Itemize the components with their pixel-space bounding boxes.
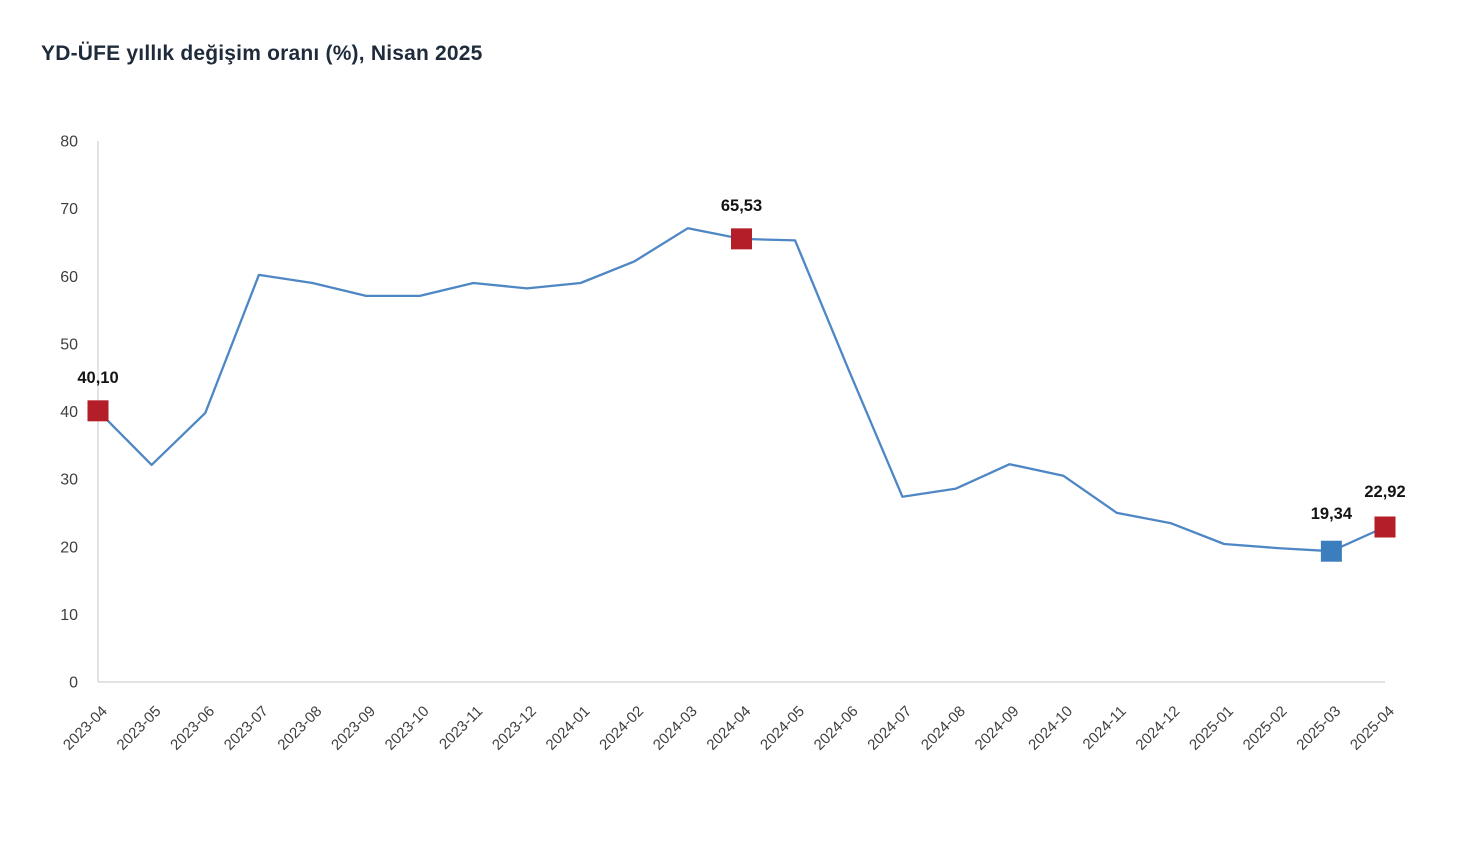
x-tick-label: 2023-12 [489, 703, 540, 754]
data-point-label: 22,92 [1364, 483, 1405, 501]
data-point-marker [87, 400, 109, 422]
x-tick-label: 2023-08 [274, 703, 325, 754]
x-tick-label: 2024-10 [1025, 703, 1076, 754]
x-tick-label: 2024-06 [811, 703, 862, 754]
y-tick-label: 20 [60, 539, 78, 556]
x-tick-label: 2025-03 [1293, 703, 1344, 754]
x-tick-label: 2023-04 [60, 703, 111, 754]
data-point-label: 19,34 [1311, 505, 1353, 523]
x-tick-label: 2023-09 [328, 703, 379, 754]
data-point-marker [731, 228, 752, 250]
x-tick-label: 2024-12 [1132, 703, 1183, 754]
y-tick-label: 10 [60, 607, 78, 624]
y-tick-label: 0 [69, 675, 78, 692]
x-tick-label: 2024-04 [703, 703, 754, 754]
x-tick-label: 2025-04 [1347, 703, 1398, 754]
y-tick-label: 60 [60, 269, 78, 286]
data-point-label: 40,10 [77, 369, 118, 387]
x-tick-label: 2024-01 [542, 703, 593, 754]
x-tick-label: 2023-05 [113, 703, 164, 754]
y-tick-label: 70 [60, 201, 78, 218]
x-tick-label: 2024-05 [757, 703, 808, 754]
x-tick-label: 2023-06 [167, 703, 218, 754]
data-point-marker [1374, 516, 1396, 538]
x-tick-label: 2023-10 [382, 703, 433, 754]
x-tick-label: 2024-03 [650, 703, 701, 754]
y-tick-label: 30 [60, 472, 78, 489]
x-tick-label: 2024-07 [864, 703, 915, 754]
x-tick-label: 2024-09 [971, 703, 1022, 754]
y-tick-label: 80 [60, 134, 78, 151]
x-tick-label: 2024-02 [596, 703, 647, 754]
x-tick-label: 2023-11 [436, 703, 486, 753]
x-tick-label: 2023-07 [221, 703, 272, 754]
data-point-marker [1320, 540, 1342, 562]
y-tick-label: 40 [60, 404, 78, 421]
data-point-label: 65,53 [721, 197, 762, 215]
x-tick-label: 2024-11 [1080, 703, 1130, 753]
x-tick-label: 2024-08 [918, 703, 969, 754]
x-tick-label: 2025-02 [1240, 703, 1291, 754]
x-tick-label: 2025-01 [1186, 703, 1237, 754]
chart-title: YD-ÜFE yıllık değişim oranı (%), Nisan 2… [41, 42, 483, 65]
trend-line [96, 227, 1387, 553]
y-tick-label: 50 [60, 336, 78, 353]
